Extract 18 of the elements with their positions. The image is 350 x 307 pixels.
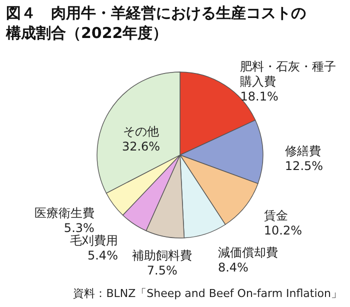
data-label: 18.1% — [240, 89, 278, 104]
data-label: 7.5% — [146, 263, 178, 278]
data-label: 10.2% — [264, 223, 302, 238]
data-label: 12.5% — [284, 159, 324, 174]
chart-title: 図４ 肉用牛・羊経営における生産コストの構成割合（2022年度） — [5, 4, 306, 42]
slice-label: その他 — [123, 124, 159, 138]
slice-label: 肥料・石灰・種子購入費 — [240, 59, 336, 88]
slice-label: 補助飼料費 — [132, 248, 192, 262]
slice-label: 賃金 — [264, 208, 288, 222]
slice-label: 毛刈費用 — [70, 234, 118, 248]
data-label: 5.4% — [87, 248, 118, 263]
slice-label: 修繕費 — [284, 144, 321, 158]
data-label: 8.4% — [218, 260, 248, 274]
slice-label: 減価償却費 — [218, 245, 278, 260]
slice-label: 医療衛生費 — [34, 206, 94, 220]
data-label: 32.6% — [122, 139, 160, 154]
text: 資料：BLNZ「Sheep and Beef On-farm Inflation」 — [73, 287, 342, 300]
data-label: 5.3% — [64, 221, 94, 236]
